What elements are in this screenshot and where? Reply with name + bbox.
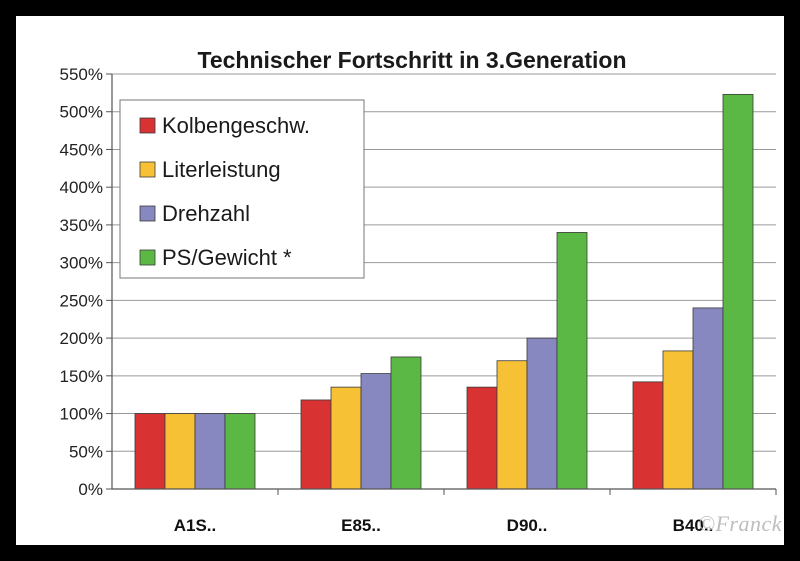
- bar-4-3: [556, 232, 588, 490]
- chart-title: Technischer Fortschritt in 3.Generation: [198, 47, 627, 73]
- bar-2-3: [496, 360, 528, 490]
- bar-3-3: [526, 337, 558, 490]
- legend-swatch: [139, 117, 156, 134]
- y-tick-label: 550%: [60, 65, 103, 84]
- bar-2-4: [662, 350, 694, 490]
- y-tick-label: 400%: [60, 178, 103, 197]
- bar-1-2: [300, 399, 332, 490]
- x-tick-label: E85..: [341, 516, 381, 535]
- y-axis-ticks: 0% 50% 100% 150% 200% 250% 300% 350% 400% 450% 500…: [60, 65, 112, 499]
- y-tick-label: 350%: [60, 216, 103, 235]
- legend-label: Kolbengeschw.: [162, 113, 310, 138]
- y-tick-label: 200%: [60, 329, 103, 348]
- y-tick-label: 500%: [60, 103, 103, 122]
- y-tick-label: 450%: [60, 140, 103, 159]
- x-tick-label: B40..: [673, 516, 714, 535]
- bars: [134, 93, 754, 490]
- bar-1-3: [466, 386, 498, 490]
- y-tick-label: 300%: [60, 254, 103, 273]
- legend-swatch: [139, 161, 156, 178]
- legend: Kolbengeschw. Literleistung Drehzahl PS/Gew…: [119, 99, 365, 279]
- bar-3-2: [360, 373, 392, 490]
- bar-3-1: [194, 413, 226, 490]
- chart-frame: Technischer Fortschritt in 3.Generation …: [16, 16, 784, 545]
- legend-swatch: [139, 205, 156, 222]
- bar-3-4: [692, 307, 724, 490]
- legend-label: PS/Gewicht *: [162, 245, 292, 270]
- bar-4-2: [390, 356, 422, 490]
- y-tick-label: 0%: [78, 480, 103, 499]
- legend-box: [119, 99, 365, 279]
- legend-swatch: [139, 249, 156, 266]
- y-tick-label: 100%: [60, 405, 103, 424]
- bar-4-1: [224, 413, 256, 490]
- legend-label: Literleistung: [162, 157, 281, 182]
- legend-label: Drehzahl: [162, 201, 250, 226]
- x-tick-label: A1S..: [174, 516, 217, 535]
- bar-chart: Technischer Fortschritt in 3.Generation …: [60, 47, 777, 535]
- watermark: ©Franck: [698, 511, 782, 536]
- bar-1-1: [134, 413, 166, 490]
- y-tick-label: 150%: [60, 367, 103, 386]
- bar-1-4: [632, 381, 664, 490]
- bar-2-1: [164, 413, 196, 490]
- bar-4-4: [722, 93, 754, 490]
- x-tick-label: D90..: [507, 516, 548, 535]
- y-tick-label: 50%: [69, 442, 103, 461]
- y-tick-label: 250%: [60, 291, 103, 310]
- x-axis-ticks: A1S.. E85.. D90.. B40..: [174, 489, 777, 535]
- bar-2-2: [330, 386, 362, 490]
